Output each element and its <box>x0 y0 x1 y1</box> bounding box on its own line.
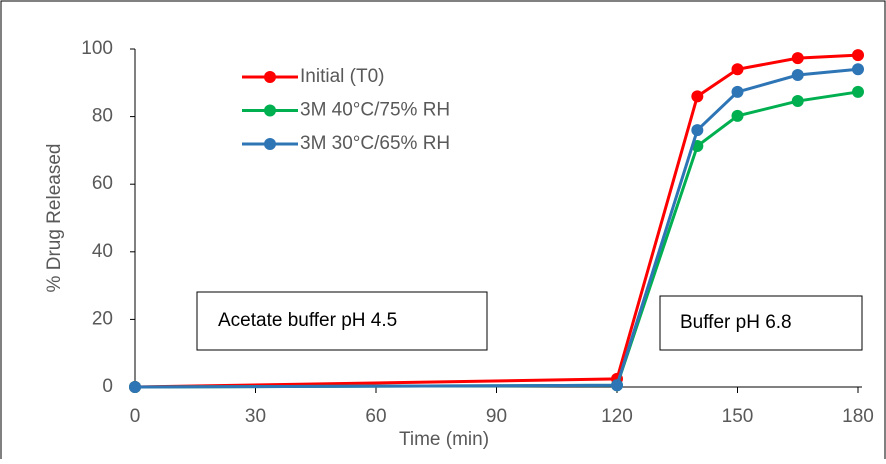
data-point <box>129 381 141 393</box>
annotation: Acetate buffer pH 4.5 <box>218 310 397 331</box>
x-tick-label: 30 <box>245 406 266 427</box>
y-tick-label: 60 <box>92 173 113 194</box>
y-tick-label: 100 <box>81 38 113 59</box>
legend-marker <box>264 71 276 83</box>
legend-label: 3M 30°C/65% RH <box>300 133 450 154</box>
x-tick-label: 0 <box>130 406 141 427</box>
annotation: Buffer pH 6.8 <box>680 312 792 333</box>
data-point <box>691 90 704 103</box>
data-point <box>791 69 804 82</box>
x-tick-label: 60 <box>365 406 386 427</box>
y-tick-label: 20 <box>92 308 113 329</box>
data-point <box>731 63 744 76</box>
data-point <box>691 124 704 137</box>
x-tick-label: 120 <box>601 406 633 427</box>
series-line <box>134 53 859 389</box>
data-point <box>791 95 804 108</box>
legend-marker <box>264 104 276 117</box>
x-tick-label: 90 <box>486 406 507 427</box>
x-axis-label: Time (min) <box>399 429 489 450</box>
data-point <box>731 85 744 98</box>
data-point <box>852 85 864 98</box>
data-point <box>852 63 864 76</box>
x-tick-label: 150 <box>722 406 754 427</box>
y-tick-label: 80 <box>92 106 113 127</box>
y-tick-label: 40 <box>92 241 113 262</box>
y-axis-label: % Drug Released <box>44 144 65 293</box>
annotation-box <box>659 295 863 351</box>
legend-label: Initial (T0) <box>300 66 384 87</box>
data-point <box>791 52 804 65</box>
series-line <box>134 67 859 389</box>
data-point <box>611 379 623 392</box>
legend-label: 3M 40°C/75% RH <box>300 100 450 121</box>
annotation-box <box>196 291 488 351</box>
y-tick-label: 0 <box>102 376 113 397</box>
data-point <box>852 49 864 62</box>
x-tick-label: 180 <box>842 406 874 427</box>
legend-marker <box>264 138 276 150</box>
data-point <box>731 109 744 122</box>
